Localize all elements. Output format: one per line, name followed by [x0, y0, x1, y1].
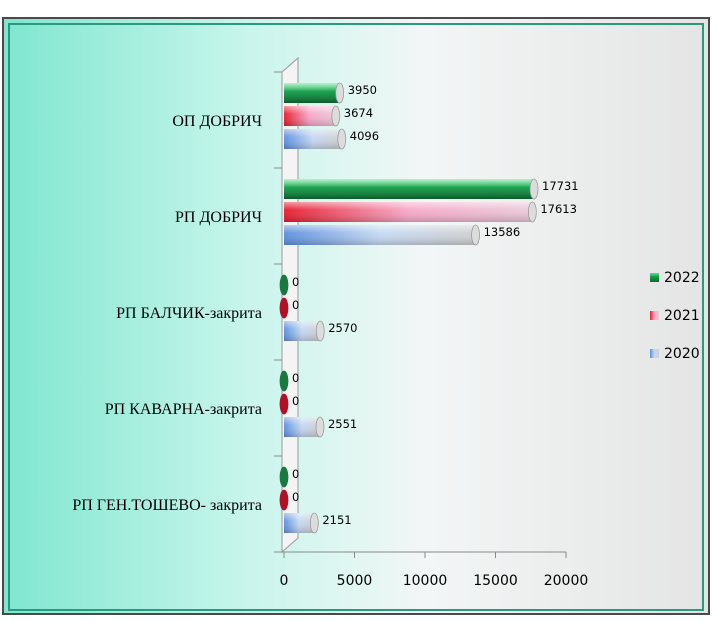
data-label: 0 — [292, 467, 299, 481]
bar-2020: 2551 — [284, 416, 357, 438]
bar-gloss — [284, 417, 320, 437]
bar-end-cap — [309, 512, 319, 534]
data-label: 2151 — [322, 513, 351, 527]
bar-end-cap — [279, 370, 289, 392]
bar-2020: 2151 — [284, 512, 352, 534]
bar-2020: 13586 — [284, 224, 521, 246]
bar-gloss — [284, 225, 476, 245]
bar-end-cap — [279, 393, 289, 415]
bar-gloss — [284, 83, 340, 103]
bar-end-cap — [529, 178, 539, 200]
bar-end-cap — [279, 297, 289, 319]
category-label: РП ГЕН.ТОШЕВО- закрита — [72, 497, 262, 514]
bar-2022: 0 — [279, 370, 299, 392]
data-label: 0 — [292, 298, 299, 312]
bar-end-cap — [337, 128, 347, 150]
bar-2021: 0 — [279, 297, 299, 319]
bar-end-cap — [527, 201, 537, 223]
bar-2021: 0 — [279, 489, 299, 511]
legend-label: 2021 — [664, 308, 700, 324]
category-labels: ОП ДОБРИЧ РП ДОБРИЧ РП БАЛЧИК-закрита РП КА… — [72, 113, 262, 514]
category-label: ОП ДОБРИЧ — [172, 113, 262, 130]
bar-end-cap — [471, 224, 480, 246]
x-tick-label: 5000 — [337, 573, 373, 589]
x-tick-label: 0 — [280, 573, 289, 589]
data-label: 0 — [292, 490, 299, 504]
data-label: 13586 — [484, 225, 521, 239]
legend-swatch — [650, 273, 659, 282]
bar-2022: 3950 — [284, 82, 377, 104]
bars-group: 3950 3674 4096 17731 17613 13586 0 0 2570 0 0 2551 0… — [279, 82, 579, 534]
chart-inner-border — [8, 23, 704, 611]
category-label: РП БАЛЧИК-закрита — [116, 305, 262, 322]
bar-end-cap — [279, 489, 289, 511]
data-label: 3950 — [348, 83, 377, 97]
bar-2022: 17731 — [284, 178, 579, 200]
bar-gloss — [284, 513, 315, 533]
data-label: 2551 — [328, 417, 357, 431]
bar-2022: 0 — [279, 274, 299, 296]
x-tick-label: 20000 — [544, 573, 589, 589]
data-label: 4096 — [350, 129, 379, 143]
legend-label: 2022 — [664, 270, 700, 286]
bar-gloss — [284, 106, 336, 126]
data-label: 2570 — [328, 321, 357, 335]
bar-end-cap — [315, 416, 325, 438]
data-label: 3674 — [344, 106, 373, 120]
bar-end-cap — [331, 105, 341, 127]
data-label: 0 — [292, 394, 299, 408]
bar-end-cap — [279, 274, 289, 296]
data-label: 0 — [292, 371, 299, 385]
bar-gloss — [284, 202, 533, 222]
y-axis-ticks — [274, 71, 282, 553]
bar-2021: 0 — [279, 393, 299, 415]
bar-2021: 17613 — [284, 201, 577, 223]
bar-gloss — [284, 179, 535, 199]
x-axis-tick-labels: 0 5000 10000 15000 20000 — [280, 552, 589, 589]
bar-gloss — [284, 129, 342, 149]
bar-2022: 0 — [279, 466, 299, 488]
legend-label: 2020 — [664, 346, 700, 362]
category-label: РП ДОБРИЧ — [175, 209, 262, 226]
bar-2020: 4096 — [284, 128, 379, 150]
data-label: 0 — [292, 275, 299, 289]
data-label: 17613 — [540, 202, 577, 216]
bar-end-cap — [335, 82, 345, 104]
legend-swatch — [650, 349, 659, 358]
data-label: 17731 — [542, 179, 579, 193]
category-label: РП КАВАРНА-закрита — [105, 401, 262, 418]
bar-end-cap — [315, 320, 325, 342]
bar-2020: 2570 — [284, 320, 358, 342]
bar-end-cap — [279, 466, 289, 488]
x-tick-label: 10000 — [403, 573, 448, 589]
legend-swatch — [650, 311, 659, 320]
bar-2021: 3674 — [284, 105, 373, 127]
chart-background — [2, 17, 710, 615]
legend: 2022 2021 2020 — [650, 270, 700, 362]
bar-gloss — [284, 321, 321, 341]
x-tick-label: 15000 — [473, 573, 518, 589]
